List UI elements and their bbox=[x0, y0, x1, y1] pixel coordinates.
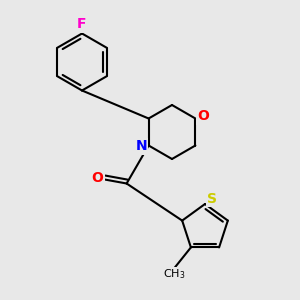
Text: N: N bbox=[135, 140, 147, 154]
Text: O: O bbox=[197, 110, 209, 124]
Text: F: F bbox=[77, 17, 87, 32]
Text: O: O bbox=[92, 172, 103, 185]
Text: S: S bbox=[207, 192, 217, 206]
Text: CH$_3$: CH$_3$ bbox=[163, 268, 185, 281]
